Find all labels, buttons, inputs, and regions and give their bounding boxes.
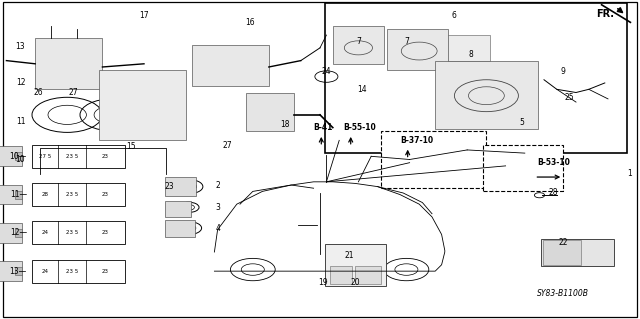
- Text: 27: 27: [222, 141, 232, 150]
- Text: 17: 17: [139, 11, 149, 20]
- Text: 13—: 13—: [10, 267, 27, 276]
- Bar: [32, 221, 125, 244]
- Bar: [15, 152, 22, 160]
- Bar: [448, 35, 490, 61]
- Text: 23: 23: [164, 182, 175, 191]
- Text: 24: 24: [42, 269, 48, 274]
- Text: 11—: 11—: [10, 190, 27, 199]
- Bar: [333, 26, 384, 64]
- Bar: [0, 146, 22, 166]
- Text: 1: 1: [627, 169, 632, 178]
- Bar: [165, 177, 196, 196]
- Text: 10: 10: [15, 155, 26, 164]
- Text: 4: 4: [215, 224, 220, 233]
- Text: B-37-10: B-37-10: [400, 136, 433, 145]
- Text: B-55-10: B-55-10: [343, 123, 376, 132]
- Bar: [541, 239, 614, 266]
- Text: 9: 9: [561, 67, 566, 76]
- Bar: [435, 61, 538, 129]
- Bar: [192, 45, 269, 86]
- Bar: [32, 145, 125, 168]
- Text: 23: 23: [102, 192, 109, 197]
- Text: 23: 23: [102, 269, 109, 274]
- Text: 28: 28: [549, 189, 558, 197]
- Text: 6: 6: [452, 11, 457, 20]
- Text: 7: 7: [356, 37, 361, 46]
- Bar: [15, 229, 22, 237]
- Bar: [325, 244, 386, 286]
- Bar: [0, 261, 22, 281]
- Text: 26: 26: [33, 88, 44, 97]
- Text: 2: 2: [215, 181, 220, 189]
- Text: 23 5: 23 5: [66, 154, 78, 159]
- Text: B-41: B-41: [314, 123, 333, 132]
- Bar: [387, 29, 448, 70]
- Text: 12: 12: [16, 78, 25, 87]
- Text: 21: 21: [344, 251, 353, 260]
- Text: 18: 18: [280, 120, 289, 129]
- Bar: [325, 3, 627, 153]
- Text: 11: 11: [16, 117, 25, 126]
- Text: 20: 20: [350, 278, 360, 287]
- Bar: [32, 260, 125, 283]
- Text: 13: 13: [15, 42, 26, 51]
- Bar: [0, 185, 22, 204]
- Bar: [330, 266, 352, 284]
- Text: B-53-10: B-53-10: [538, 159, 570, 167]
- Text: 5: 5: [519, 118, 524, 127]
- Text: 10—: 10—: [10, 152, 27, 161]
- Bar: [35, 38, 102, 89]
- Text: 23: 23: [102, 230, 109, 235]
- Text: 24: 24: [321, 67, 332, 76]
- Bar: [355, 266, 381, 284]
- Text: 23: 23: [102, 154, 109, 159]
- Text: 8: 8: [468, 50, 473, 59]
- Text: 14: 14: [356, 85, 367, 94]
- Bar: [381, 131, 486, 188]
- Text: 7: 7: [404, 37, 409, 46]
- Text: 16: 16: [244, 18, 255, 27]
- Bar: [483, 145, 563, 191]
- Text: 27 5: 27 5: [38, 154, 51, 159]
- Bar: [543, 240, 581, 265]
- Text: 25: 25: [564, 93, 575, 102]
- Text: 27: 27: [68, 88, 79, 97]
- Text: SY83-B1100B: SY83-B1100B: [537, 289, 589, 298]
- Bar: [165, 220, 195, 237]
- Text: 12—: 12—: [10, 228, 27, 237]
- Text: 23 5: 23 5: [66, 192, 78, 197]
- Bar: [165, 201, 191, 217]
- Bar: [0, 223, 22, 243]
- Text: 3: 3: [215, 203, 220, 212]
- Bar: [15, 267, 22, 275]
- Text: 23 5: 23 5: [66, 230, 78, 235]
- Text: 23 5: 23 5: [66, 269, 78, 274]
- Text: FR.: FR.: [596, 9, 614, 19]
- Text: 24: 24: [42, 230, 48, 235]
- Text: 15: 15: [126, 142, 136, 151]
- Text: 28: 28: [42, 192, 48, 197]
- Text: 19: 19: [318, 278, 328, 287]
- Bar: [99, 70, 186, 140]
- Bar: [32, 183, 125, 206]
- Text: 22: 22: [559, 238, 568, 247]
- Bar: [246, 93, 294, 131]
- Bar: [15, 191, 22, 198]
